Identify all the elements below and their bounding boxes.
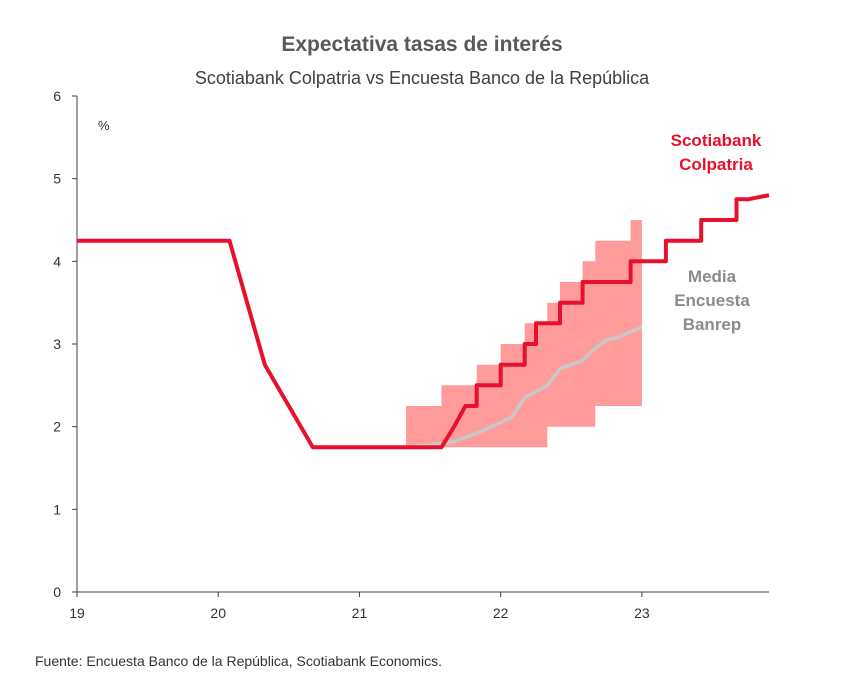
- x-tick-label: 19: [69, 605, 85, 621]
- y-tick-label: 1: [53, 501, 61, 517]
- x-tick-label: 21: [352, 605, 368, 621]
- chart-subtitle: Scotiabank Colpatria vs Encuesta Banco d…: [194, 68, 650, 88]
- y-tick-label: 2: [53, 419, 61, 435]
- range-band-area: [406, 220, 642, 448]
- media-encuesta-banrep-label: Encuesta: [674, 291, 750, 310]
- source-note: Fuente: Encuesta Banco de la República, …: [35, 653, 443, 669]
- x-tick-label: 20: [210, 605, 226, 621]
- scotiabank-colpatria-label: Scotiabank: [671, 131, 762, 150]
- x-tick-label: 22: [493, 605, 509, 621]
- y-tick-label: 3: [53, 336, 61, 352]
- x-tick-label: 23: [634, 605, 650, 621]
- media-encuesta-banrep-label: Media: [688, 267, 737, 286]
- scotiabank-colpatria-label: Colpatria: [679, 155, 753, 174]
- scotiabank-colpatria-line: [77, 193, 770, 450]
- y-tick-label: 6: [53, 88, 61, 104]
- y-tick-label: 4: [53, 253, 61, 269]
- y-tick-label: 0: [53, 584, 61, 600]
- chart-title: Expectativa tasas de interés: [281, 33, 563, 56]
- y-unit-label: %: [98, 118, 110, 133]
- series-layer: [77, 193, 770, 450]
- band-layer: [406, 220, 642, 448]
- y-tick-label: 5: [53, 171, 61, 187]
- media-encuesta-banrep-label: Banrep: [683, 315, 742, 334]
- label-layer: Scotiabank Colpatria Media Encuesta Banrep: [671, 131, 762, 334]
